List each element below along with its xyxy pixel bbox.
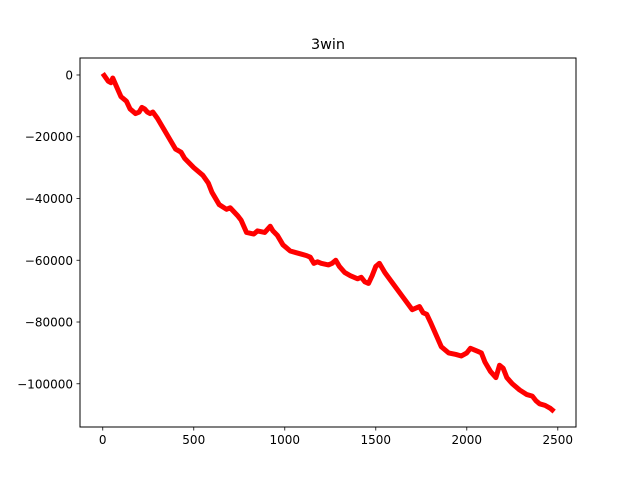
x-tick-label: 2000	[452, 433, 483, 447]
y-tick-label: −40000	[25, 192, 73, 206]
y-axis: 0 −20000 −40000 −60000 −80000 −100000	[17, 68, 80, 391]
y-tick-label: 0	[65, 68, 73, 82]
series-layer	[100, 71, 556, 414]
series-line	[100, 71, 556, 414]
y-tick-label: −100000	[17, 377, 73, 391]
y-tick-label: −20000	[25, 130, 73, 144]
x-tick-label: 500	[182, 433, 205, 447]
y-tick-label: −60000	[25, 254, 73, 268]
chart-title: 3win	[311, 37, 345, 53]
y-tick-label: −80000	[25, 316, 73, 330]
x-tick-label: 2500	[543, 433, 574, 447]
x-tick-label: 1000	[269, 433, 300, 447]
x-tick-label: 1500	[361, 433, 392, 447]
x-axis: 0 500 1000 1500 2000 2500	[99, 427, 573, 447]
x-tick-label: 0	[99, 433, 107, 447]
plot-area-frame	[79, 57, 577, 428]
